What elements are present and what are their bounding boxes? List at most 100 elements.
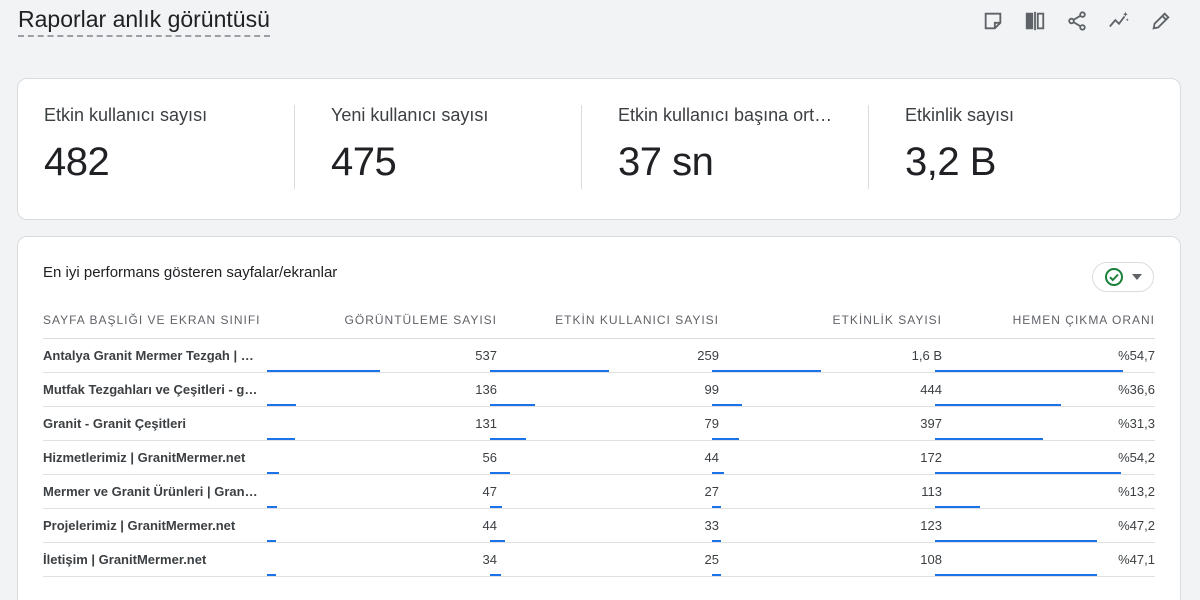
bounce-rate-bar (935, 540, 1097, 542)
active-users-bar (490, 404, 535, 406)
table-row[interactable]: Granit - Granit Çeşitleri 131 79 397 %31,3 (43, 407, 1155, 441)
metric-value: 482 (44, 140, 110, 184)
cell-page-title: Antalya Granit Mermer Tezgah | Kaliteli … (43, 348, 259, 363)
cell-active-users: 99 (704, 382, 719, 397)
cell-bounce-rate: %36,6 (1118, 382, 1155, 397)
views-bar (267, 506, 277, 508)
col-header-views[interactable]: GÖRÜNTÜLEME SAYISI (344, 313, 497, 327)
cell-bounce-rate: %54,2 (1118, 450, 1155, 465)
table-body: Antalya Granit Mermer Tezgah | Kaliteli … (43, 339, 1155, 577)
status-dropdown[interactable] (1092, 262, 1154, 292)
cell-events: 172 (920, 450, 942, 465)
col-header-active-users[interactable]: ETKİN KULLANICI SAYISI (555, 313, 719, 327)
events-bar (712, 574, 721, 576)
active-users-bar (490, 574, 501, 576)
active-users-bar (490, 472, 510, 474)
bounce-rate-bar (935, 438, 1043, 440)
metric-label: Etkin kullanıcı sayısı (44, 105, 208, 125)
metric-event-count[interactable]: Etkinlik sayısı 3,2 B (905, 105, 1145, 189)
table-row[interactable]: Antalya Granit Mermer Tezgah | Kaliteli … (43, 339, 1155, 373)
metric-divider (581, 105, 582, 189)
metric-divider (868, 105, 869, 189)
note-icon (984, 12, 1002, 30)
cell-events: 108 (920, 552, 942, 567)
cell-page-title: Mutfak Tezgahları ve Çeşitleri - granitm… (43, 382, 259, 397)
check-circle-icon (1105, 268, 1123, 286)
table-row[interactable]: Mutfak Tezgahları ve Çeşitleri - granitm… (43, 373, 1155, 407)
metric-engagement-time[interactable]: Etkin kullanıcı başına ortalama etkileşi… (618, 105, 838, 189)
cell-active-users: 27 (704, 484, 719, 499)
events-bar (712, 506, 721, 508)
cell-bounce-rate: %13,2 (1118, 484, 1155, 499)
bounce-rate-bar (935, 574, 1097, 576)
metric-label: Yeni kullanıcı sayısı (331, 105, 489, 125)
caret-down-icon (1132, 274, 1142, 280)
cell-events: 444 (920, 382, 942, 397)
cell-bounce-rate: %54,7 (1118, 348, 1155, 363)
cell-active-users: 79 (704, 416, 719, 431)
cell-events: 113 (921, 484, 942, 499)
col-header-events[interactable]: ETKİNLİK SAYISI (832, 313, 942, 327)
views-bar (267, 574, 276, 576)
cell-views: 44 (482, 518, 497, 533)
compare-button[interactable] (1020, 6, 1050, 36)
page-title[interactable]: Raporlar anlık görüntüsü (18, 6, 270, 37)
metric-label: Etkin kullanıcı başına ortalama etkileşi… (618, 105, 838, 125)
cell-events: 123 (920, 518, 942, 533)
views-bar (267, 472, 279, 474)
compare-icon (1025, 11, 1045, 31)
share-icon (1068, 11, 1086, 31)
share-button[interactable] (1062, 6, 1092, 36)
cell-views: 34 (482, 552, 497, 567)
active-users-bar (490, 370, 609, 372)
bounce-rate-bar (935, 404, 1061, 406)
cell-views: 537 (475, 348, 497, 363)
cell-active-users: 44 (704, 450, 719, 465)
cell-active-users: 25 (704, 552, 719, 567)
bounce-rate-bar (935, 506, 980, 508)
events-bar (712, 540, 721, 542)
cell-page-title: İletişim | GranitMermer.net (43, 552, 207, 567)
pencil-icon (1152, 12, 1170, 30)
metric-label: Etkinlik sayısı (905, 105, 1015, 125)
top-pages-card: En iyi performans gösteren sayfalar/ekra… (17, 236, 1181, 600)
insights-button[interactable] (1104, 6, 1134, 36)
cell-active-users: 259 (697, 348, 719, 363)
cell-views: 56 (482, 450, 497, 465)
cell-bounce-rate: %47,2 (1118, 518, 1155, 533)
active-users-bar (490, 506, 502, 508)
toolbar (978, 6, 1176, 36)
cell-events: 1,6 B (911, 348, 942, 363)
metric-divider (294, 105, 295, 189)
col-header-bounce-rate[interactable]: HEMEN ÇIKMA ORANI (1012, 313, 1155, 327)
metric-active-users[interactable]: Etkin kullanıcı sayısı 482 (44, 105, 284, 189)
table-row[interactable]: Hizmetlerimiz | GranitMermer.net 56 44 172%… (43, 441, 1155, 475)
active-users-bar (490, 438, 526, 440)
events-bar (712, 472, 724, 474)
metric-new-users[interactable]: Yeni kullanıcı sayısı 475 (331, 105, 571, 189)
metric-value: 37 sn (618, 140, 714, 184)
cell-page-title: Granit - Granit Çeşitleri (43, 416, 187, 431)
top-pages-table: SAYFA BAŞLIĞI VE EKRAN SINIFI GÖRÜNTÜLEM… (43, 309, 1155, 577)
table-row[interactable]: Mermer ve Granit Ürünleri | GranitMermer… (43, 475, 1155, 509)
cell-page-title: Hizmetlerimiz | GranitMermer.net (43, 450, 246, 465)
table-row[interactable]: İletişim | GranitMermer.net 34 25 108 %47,1 (43, 543, 1155, 577)
bounce-rate-bar (935, 370, 1123, 372)
events-bar (712, 370, 821, 372)
cell-page-title: Mermer ve Granit Ürünleri | GranitMermer… (43, 484, 259, 499)
edit-button[interactable] (1146, 6, 1176, 36)
col-header-page-title[interactable]: SAYFA BAŞLIĞI VE EKRAN SINIFI (43, 313, 261, 327)
table-header: SAYFA BAŞLIĞI VE EKRAN SINIFI GÖRÜNTÜLEM… (43, 309, 1155, 339)
cell-events: 397 (920, 416, 942, 431)
cell-bounce-rate: %31,3 (1118, 416, 1155, 431)
cell-views: 136 (475, 382, 497, 397)
report-header: Raporlar anlık görüntüsü (18, 0, 1182, 48)
cell-active-users: 33 (704, 518, 719, 533)
cell-page-title: Projelerimiz | GranitMermer.net (43, 518, 236, 533)
cell-bounce-rate: %47,1 (1118, 552, 1155, 567)
views-bar (267, 404, 296, 406)
note-button[interactable] (978, 6, 1008, 36)
events-bar (712, 438, 739, 440)
table-row[interactable]: Projelerimiz | GranitMermer.net 44 33 123 %4… (43, 509, 1155, 543)
views-bar (267, 438, 295, 440)
